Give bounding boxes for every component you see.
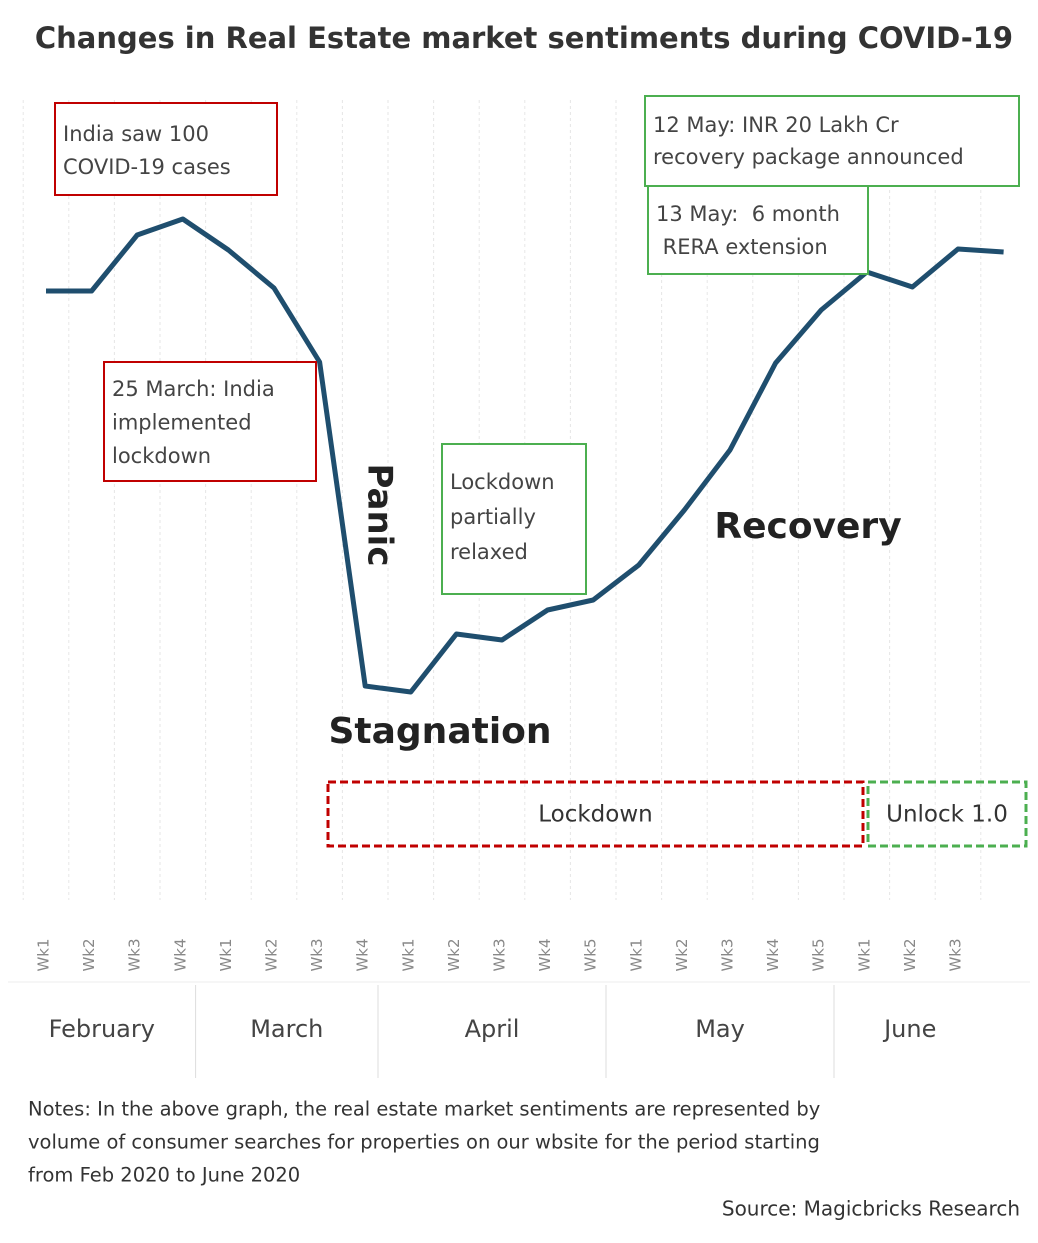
month-label: June (882, 1015, 936, 1043)
annotation-text: 25 March: India (112, 377, 275, 401)
x-tick-label: Wk4 (536, 938, 554, 971)
annotation-text: recovery package announced (653, 145, 964, 169)
x-tick-label: Wk2 (80, 938, 98, 971)
annotation-text: partially (450, 505, 536, 529)
x-tick-label: Wk5 (582, 938, 600, 971)
x-tick-label: Wk3 (491, 938, 509, 971)
annotation-text: Lockdown (450, 470, 555, 494)
period-box (866, 780, 1028, 848)
annotation-text: lockdown (112, 444, 211, 468)
annotation-box (647, 185, 869, 275)
month-label: April (465, 1015, 520, 1043)
data-line (46, 216, 1004, 695)
x-tick-label: Wk2 (263, 938, 281, 971)
phase-label: Recovery (714, 506, 901, 547)
annotation-text: India saw 100 (63, 122, 209, 146)
x-tick-label: Wk3 (126, 938, 144, 971)
x-tick-label: Wk4 (354, 938, 372, 971)
x-tick-label: Wk3 (947, 938, 965, 971)
note-text: volume of consumer searches for properti… (28, 1131, 820, 1154)
x-tick-label: Wk1 (627, 938, 645, 971)
month-label: May (695, 1015, 745, 1043)
source-text: Source: Magicbricks Research (722, 1197, 1020, 1221)
period-box (326, 780, 865, 848)
x-tick-label: Wk1 (855, 938, 873, 971)
x-tick-label: Wk1 (217, 938, 235, 971)
month-label: March (250, 1015, 323, 1043)
annotation-text: 12 May: INR 20 Lakh Cr (653, 113, 899, 137)
annotation-text: implemented (112, 411, 252, 435)
annotation-box (103, 361, 317, 482)
x-tick-label: Wk2 (445, 938, 463, 971)
annotation-box (644, 95, 1020, 187)
chart-title: Changes in Real Estate market sentiments… (35, 21, 1013, 55)
annotation-text: relaxed (450, 540, 528, 564)
x-tick-label: Wk2 (673, 938, 691, 971)
x-tick-label: Wk4 (171, 938, 189, 971)
x-tick-label: Wk5 (810, 938, 828, 971)
x-tick-label: Wk3 (719, 938, 737, 971)
annotation-box (441, 443, 587, 595)
x-tick-label: Wk3 (308, 938, 326, 971)
annotation-text: RERA extension (656, 235, 828, 259)
period-label: Lockdown (538, 802, 653, 828)
phase-label: Stagnation (328, 711, 551, 752)
x-tick-label: Wk4 (764, 938, 782, 971)
note-text: Notes: In the above graph, the real esta… (28, 1098, 820, 1121)
x-tick-label: Wk2 (901, 938, 919, 971)
month-label: February (49, 1015, 155, 1043)
x-tick-label: Wk1 (399, 938, 417, 971)
note-text: from Feb 2020 to June 2020 (28, 1164, 300, 1187)
period-label: Unlock 1.0 (886, 802, 1008, 828)
annotation-box (54, 102, 278, 196)
x-tick-label: Wk1 (35, 938, 53, 971)
phase-label: Panic (360, 464, 400, 567)
annotation-text: COVID-19 cases (63, 155, 231, 179)
annotation-text: 13 May: 6 month (656, 202, 840, 226)
